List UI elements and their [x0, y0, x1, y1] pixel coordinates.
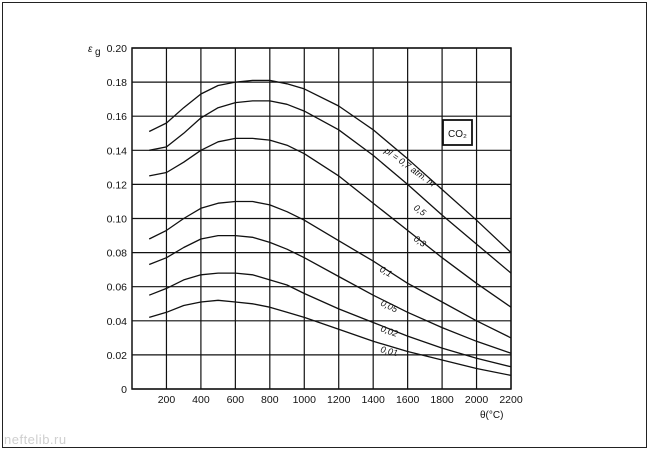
curve-line	[148, 272, 512, 368]
x-tick-label: 1400	[362, 394, 386, 406]
curve-label-4: 0,05	[379, 298, 400, 315]
y-tick-label: 0.10	[107, 214, 128, 226]
y-tick-label: 0.12	[107, 179, 128, 191]
curve-line	[149, 137, 512, 308]
curve-label-0: pl = 0,7 atm. m	[382, 145, 437, 189]
x-tick-label: 400	[192, 394, 210, 406]
y-tick-label: 0	[121, 384, 127, 396]
curve-line	[148, 234, 512, 354]
x-tick-label: 2000	[465, 394, 489, 406]
co2-label: CO₂	[448, 129, 467, 140]
y-tick-label: 0.18	[107, 77, 128, 89]
x-tick-label: 1600	[396, 394, 420, 406]
y-tick-label: 0.20	[107, 43, 128, 55]
co2-label-box	[442, 119, 473, 146]
y-tick-label: 0.14	[107, 145, 128, 157]
curve-label-5: 0,02	[379, 323, 399, 338]
x-tick-label: 200	[158, 394, 176, 406]
x-tick-label: 1000	[293, 394, 317, 406]
y-tick-label: 0.02	[107, 350, 128, 362]
x-tick-label: 1800	[430, 394, 454, 406]
y-tick-label: 0.16	[107, 111, 128, 123]
curve-line	[148, 79, 512, 254]
curve-line	[149, 100, 512, 274]
plot-border	[131, 47, 512, 390]
x-tick-label: 2200	[499, 394, 523, 406]
x-axis-title: θ(°C)	[480, 410, 503, 421]
curve-label-6: 0,01	[380, 344, 399, 358]
curve-label-1: 0,5	[412, 203, 429, 219]
y-axis-title-subscript: g	[95, 47, 101, 58]
x-tick-label: 1200	[327, 394, 351, 406]
y-tick-label: 0.06	[107, 282, 128, 294]
curve-line	[148, 200, 512, 339]
watermark: neftelib.ru	[4, 432, 67, 447]
x-tick-label: 600	[227, 394, 245, 406]
chart-frame	[2, 2, 647, 448]
x-tick-label: 800	[261, 394, 279, 406]
curve-line	[149, 299, 512, 377]
y-tick-label: 0.04	[107, 316, 128, 328]
y-axis-title: ε	[88, 44, 93, 55]
y-tick-label: 0.08	[107, 248, 128, 260]
